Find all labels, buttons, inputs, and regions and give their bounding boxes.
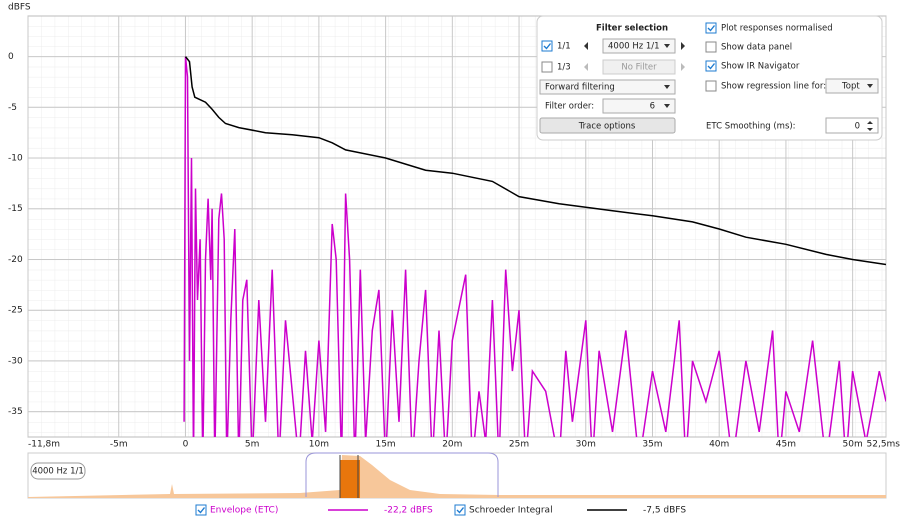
legend-checkbox[interactable]	[455, 505, 465, 515]
x-tick-label: 25m	[509, 440, 529, 450]
checkbox[interactable]	[542, 62, 552, 72]
y-tick-label: -5	[8, 103, 17, 113]
trace-options: Trace options	[578, 122, 636, 132]
checkbox[interactable]	[706, 42, 716, 52]
x-tick-label: 30m	[576, 440, 596, 450]
x-tick-label: 10m	[309, 440, 329, 450]
regression-value: Topt	[841, 82, 860, 92]
octave-filter: 4000 Hz 1/1	[608, 42, 660, 52]
filter-order-label: Filter order:	[545, 102, 594, 112]
third-label: 1/3	[557, 63, 571, 73]
x-tick-label: 35m	[642, 440, 662, 450]
y-tick-label: -30	[8, 356, 23, 366]
regression-label: Show regression line for:	[721, 82, 826, 92]
ir-navigator-label: Show IR Navigator	[721, 62, 800, 72]
x-tick-label: -5m	[110, 440, 128, 450]
legend-label: Schroeder Integral	[469, 506, 553, 516]
normalised-label: Plot responses normalised	[721, 24, 833, 34]
legend-checkbox[interactable]	[196, 505, 206, 515]
y-tick-label: -25	[8, 306, 23, 316]
x-tick-label: 20m	[442, 440, 462, 450]
checkbox[interactable]	[706, 81, 716, 91]
y-tick-label: -10	[8, 154, 23, 164]
navigator-label: 4000 Hz 1/1	[32, 467, 84, 477]
checkbox[interactable]	[706, 61, 716, 71]
control-panel: Filter selection 1/1 4000 Hz 1/1 1/3 No …	[537, 16, 882, 140]
y-tick-label: 0	[8, 52, 14, 62]
filter-order: 6	[650, 102, 655, 112]
legend-label: Envelope (ETC)	[210, 506, 278, 516]
x-tick-label: -11,8m	[28, 440, 60, 450]
octave-label: 1/1	[557, 42, 571, 52]
panel-heading: Filter selection	[596, 24, 668, 34]
x-tick-label: 52,5ms	[867, 440, 900, 450]
y-axis-label: dBFS	[8, 3, 31, 13]
x-tick-label: 50m	[843, 440, 863, 450]
x-tick-label: 40m	[709, 440, 729, 450]
ir-navigator: 4000 Hz 1/1	[28, 453, 886, 498]
data-panel-label: Show data panel	[721, 43, 792, 53]
smoothing-label: ETC Smoothing (ms):	[706, 122, 796, 132]
legend-readout: -7,5 dBFS	[643, 506, 686, 516]
navigator-highlight	[340, 460, 360, 498]
legend-readout: -22,2 dBFS	[384, 506, 433, 516]
y-tick-label: -20	[8, 255, 23, 265]
y-tick-label: -15	[8, 204, 23, 214]
third-filter: No Filter	[621, 63, 657, 73]
x-tick-label: 0	[183, 440, 189, 450]
x-tick-label: 45m	[776, 440, 796, 450]
dropdown[interactable]	[603, 99, 675, 113]
checkbox[interactable]	[706, 23, 716, 33]
smoothing-value: 0	[855, 122, 860, 132]
navigator-box	[28, 453, 886, 498]
checkbox[interactable]	[542, 41, 552, 51]
x-tick-label: 15m	[375, 440, 395, 450]
x-tick-label: 5m	[245, 440, 260, 450]
filtering-mode: Forward filtering	[545, 83, 615, 93]
y-tick-label: -35	[8, 407, 23, 417]
